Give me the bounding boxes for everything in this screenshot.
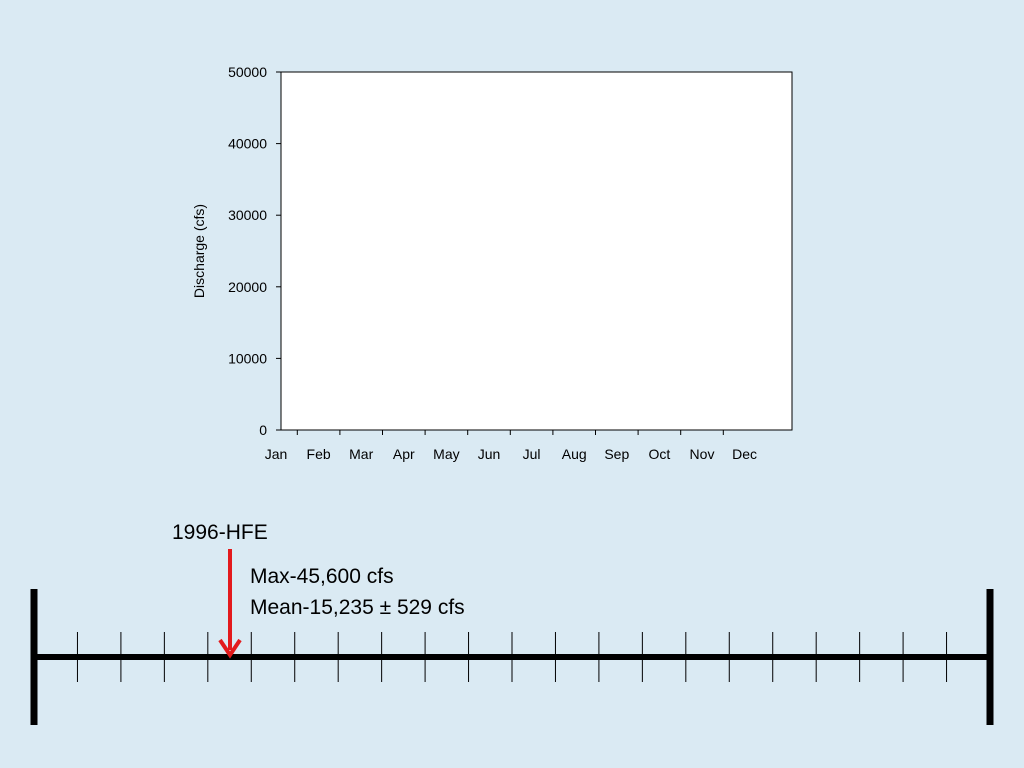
y-axis-label: Discharge (cfs)	[191, 204, 207, 298]
x-tick-label: Jun	[478, 446, 501, 462]
y-tick-label: 40000	[228, 136, 267, 152]
x-tick-label: May	[433, 446, 459, 462]
event-arrow-head	[218, 638, 242, 659]
y-tick-label: 30000	[228, 207, 267, 223]
x-tick-label: Mar	[349, 446, 373, 462]
plot-area	[280, 71, 793, 431]
x-tick-label: Jul	[523, 446, 541, 462]
y-tick-label: 10000	[228, 350, 267, 366]
timeline-ticks	[76, 632, 948, 682]
x-tick-label: Dec	[732, 446, 757, 462]
event-label: 1996-HFE	[172, 521, 268, 544]
x-tick-label: Aug	[562, 446, 587, 462]
x-tick-label: Feb	[307, 446, 331, 462]
x-tick-label: Nov	[690, 446, 715, 462]
mean-discharge-text: Mean-15,235 ± 529 cfs	[250, 596, 465, 619]
y-tick-label: 20000	[228, 279, 267, 295]
y-tick-label: 0	[259, 422, 267, 438]
x-tick-label: Sep	[604, 446, 629, 462]
y-tick-label: 50000	[228, 64, 267, 80]
y-axis: 0 10000 20000 30000 40000 50000	[228, 64, 281, 438]
discharge-chart: 0 10000 20000 30000 40000 50000 Jan Feb Mar Apr M…	[191, 64, 793, 462]
x-tick-label: Oct	[649, 446, 671, 462]
x-axis: Jan Feb Mar Apr May Jun Jul Aug Sep Oct Nov Dec	[265, 430, 757, 462]
max-discharge-text: Max-45,600 cfs	[250, 565, 394, 588]
x-tick-label: Jan	[265, 446, 288, 462]
event-arrow	[218, 549, 242, 659]
x-tick-label: Apr	[393, 446, 415, 462]
